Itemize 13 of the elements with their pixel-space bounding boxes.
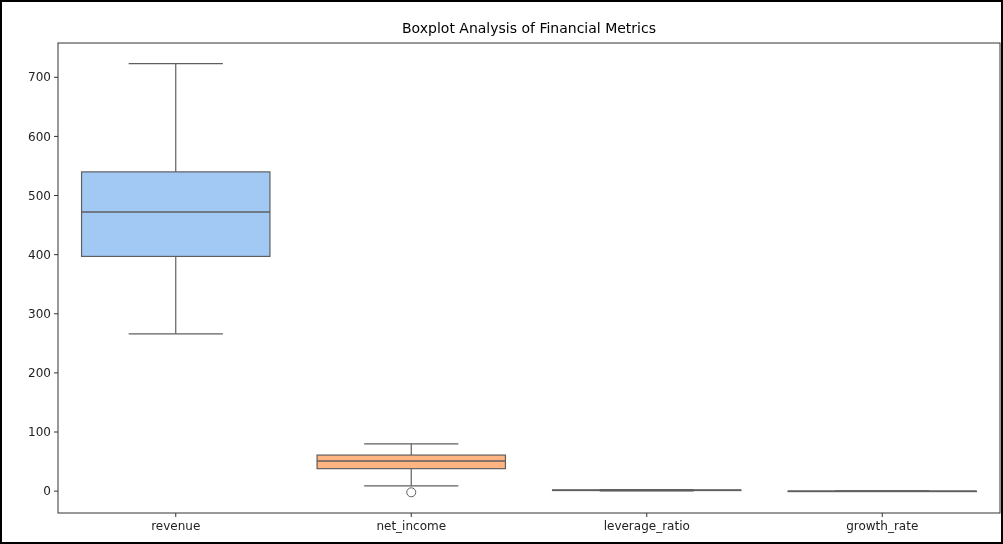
x-tick-label: revenue (151, 519, 201, 533)
y-tick-label: 0 (43, 484, 51, 499)
y-tick-label: 700 (28, 70, 51, 85)
y-tick-label: 300 (28, 306, 51, 321)
chart-title: Boxplot Analysis of Financial Metrics (402, 20, 656, 36)
y-tick-label: 100 (28, 425, 51, 440)
y-tick-label: 400 (28, 247, 51, 262)
x-tick-label: growth_rate (846, 519, 919, 533)
y-tick-label: 500 (28, 188, 51, 203)
x-tick-label: net_income (376, 519, 447, 533)
y-tick-label: 600 (28, 129, 51, 144)
y-tick-label: 200 (28, 366, 51, 381)
x-tick-label: leverage_ratio (603, 519, 690, 533)
